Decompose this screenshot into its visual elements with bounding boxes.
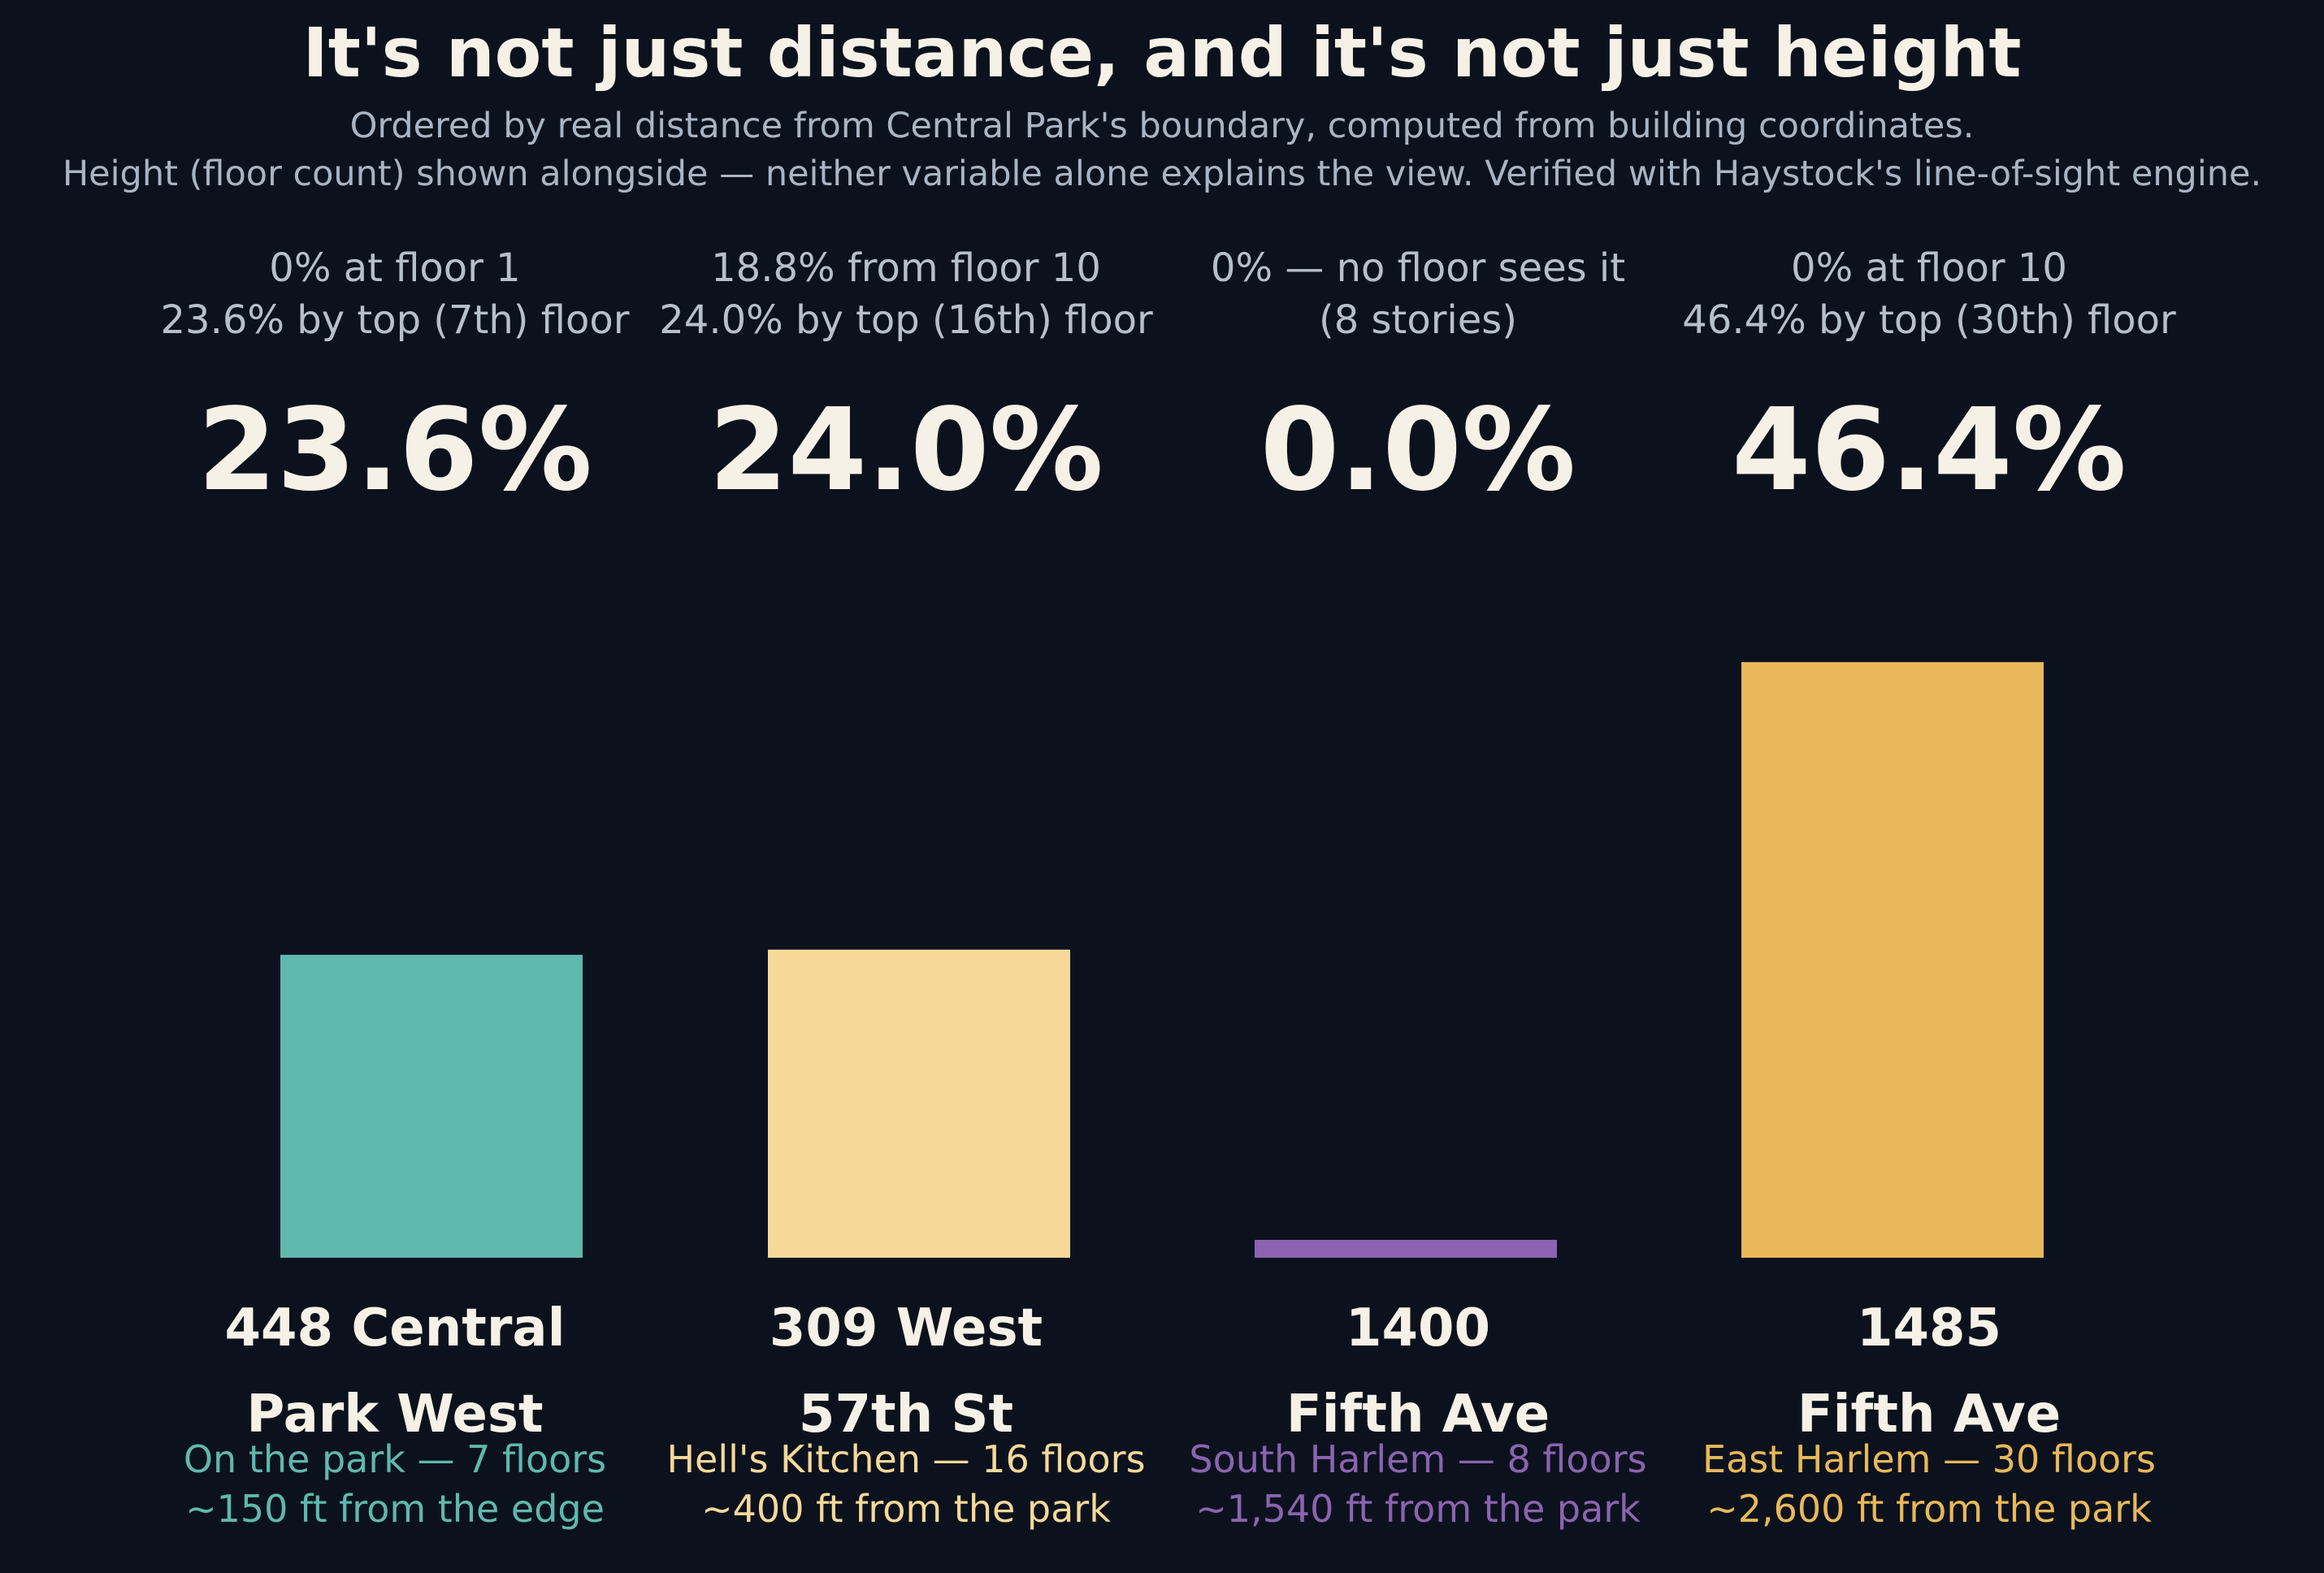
floor-note-line: 24.0% by top (16th) floor xyxy=(659,297,1153,343)
floor-note-448-central-park-west: 0% at floor 1 23.6% by top (7th) floor xyxy=(135,242,655,346)
floor-note-line: (8 stories) xyxy=(1318,297,1518,343)
building-desc-line: ~2,600 ft from the park xyxy=(1706,1487,2152,1531)
building-desc-1400-fifth-ave: South Harlem — 8 floors ~1,540 ft from t… xyxy=(1158,1435,1678,1534)
floor-note-line: 0% at floor 10 xyxy=(1791,245,2067,291)
building-desc-309-west-57th-st: Hell's Kitchen — 16 floors ~400 ft from … xyxy=(646,1435,1166,1534)
building-desc-line: ~1,540 ft from the park xyxy=(1195,1487,1641,1531)
chart-title: It's not just distance, and it's not jus… xyxy=(302,13,2022,93)
chart-subtitle-line-1: Ordered by real distance from Central Pa… xyxy=(349,106,1975,146)
building-desc-line: East Harlem — 30 floors xyxy=(1702,1437,2156,1481)
building-desc-line: On the park — 7 floors xyxy=(183,1437,607,1481)
floor-note-line: 46.4% by top (30th) floor xyxy=(1682,297,2176,343)
bar-309-west-57th-st xyxy=(768,949,1070,1258)
building-desc-line: South Harlem — 8 floors xyxy=(1189,1437,1647,1481)
bar-1485-fifth-ave xyxy=(1741,661,2044,1258)
building-name-309-west-57th-st: 309 West 57th St xyxy=(646,1285,1166,1458)
chart-subtitle-line-2: Height (floor count) shown alongside — n… xyxy=(62,154,2262,194)
floor-note-1485-fifth-ave: 0% at floor 10 46.4% by top (30th) floor xyxy=(1669,242,2189,346)
floor-note-line: 18.8% from floor 10 xyxy=(711,245,1101,291)
view-percent-label: 46.4% xyxy=(1732,384,2127,517)
floor-note-line: 23.6% by top (7th) floor xyxy=(160,297,630,343)
building-name-line: Fifth Ave xyxy=(1797,1384,2062,1445)
view-percent-label: 23.6% xyxy=(197,384,592,517)
building-name-1485-fifth-ave: 1485 Fifth Ave xyxy=(1669,1285,2189,1458)
building-name-line: 448 Central xyxy=(224,1298,566,1358)
view-percent-label: 0.0% xyxy=(1260,384,1576,517)
building-desc-448-central-park-west: On the park — 7 floors ~150 ft from the … xyxy=(135,1435,655,1534)
bar-448-central-park-west xyxy=(280,955,583,1258)
building-desc-line: ~400 ft from the park xyxy=(701,1487,1111,1531)
floor-note-line: 0% — no floor sees it xyxy=(1210,245,1626,291)
building-name-line: 1400 xyxy=(1345,1298,1491,1358)
building-name-1400-fifth-ave: 1400 Fifth Ave xyxy=(1158,1285,1678,1458)
building-desc-1485-fifth-ave: East Harlem — 30 floors ~2,600 ft from t… xyxy=(1669,1435,2189,1534)
building-name-448-central-park-west: 448 Central Park West xyxy=(135,1285,655,1458)
view-percent-label: 24.0% xyxy=(709,384,1103,517)
building-name-line: Fifth Ave xyxy=(1286,1384,1550,1445)
floor-note-line: 0% at floor 1 xyxy=(269,245,521,291)
building-name-line: 309 West xyxy=(769,1298,1043,1358)
building-desc-line: ~150 ft from the edge xyxy=(185,1487,605,1531)
building-name-line: Park West xyxy=(246,1384,544,1445)
building-desc-line: Hell's Kitchen — 16 floors xyxy=(666,1437,1146,1481)
floor-note-1400-fifth-ave: 0% — no floor sees it (8 stories) xyxy=(1158,242,1678,346)
floor-note-309-west-57th-st: 18.8% from floor 10 24.0% by top (16th) … xyxy=(646,242,1166,346)
building-name-line: 57th St xyxy=(798,1384,1014,1445)
building-name-line: 1485 xyxy=(1856,1298,2002,1358)
bar-1400-fifth-ave xyxy=(1255,1240,1557,1258)
